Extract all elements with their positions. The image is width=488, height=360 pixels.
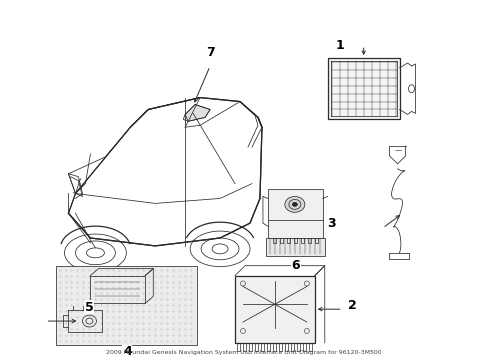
Text: 6: 6 <box>291 259 300 272</box>
Bar <box>265 238 324 256</box>
Bar <box>267 189 322 238</box>
Polygon shape <box>183 104 210 121</box>
Ellipse shape <box>292 202 297 206</box>
Text: 2009 Hyundai Genesis Navigation System Usb Interface Unit Diagram for 96120-3M50: 2009 Hyundai Genesis Navigation System U… <box>106 350 381 355</box>
Text: 3: 3 <box>327 217 335 230</box>
Text: 7: 7 <box>205 46 214 59</box>
Ellipse shape <box>285 197 304 212</box>
Bar <box>56 266 197 345</box>
Bar <box>235 275 314 343</box>
Text: 1: 1 <box>335 39 344 52</box>
Text: 5: 5 <box>85 301 94 314</box>
Text: 4: 4 <box>122 345 131 358</box>
Text: 2: 2 <box>347 299 356 312</box>
Bar <box>327 58 399 120</box>
